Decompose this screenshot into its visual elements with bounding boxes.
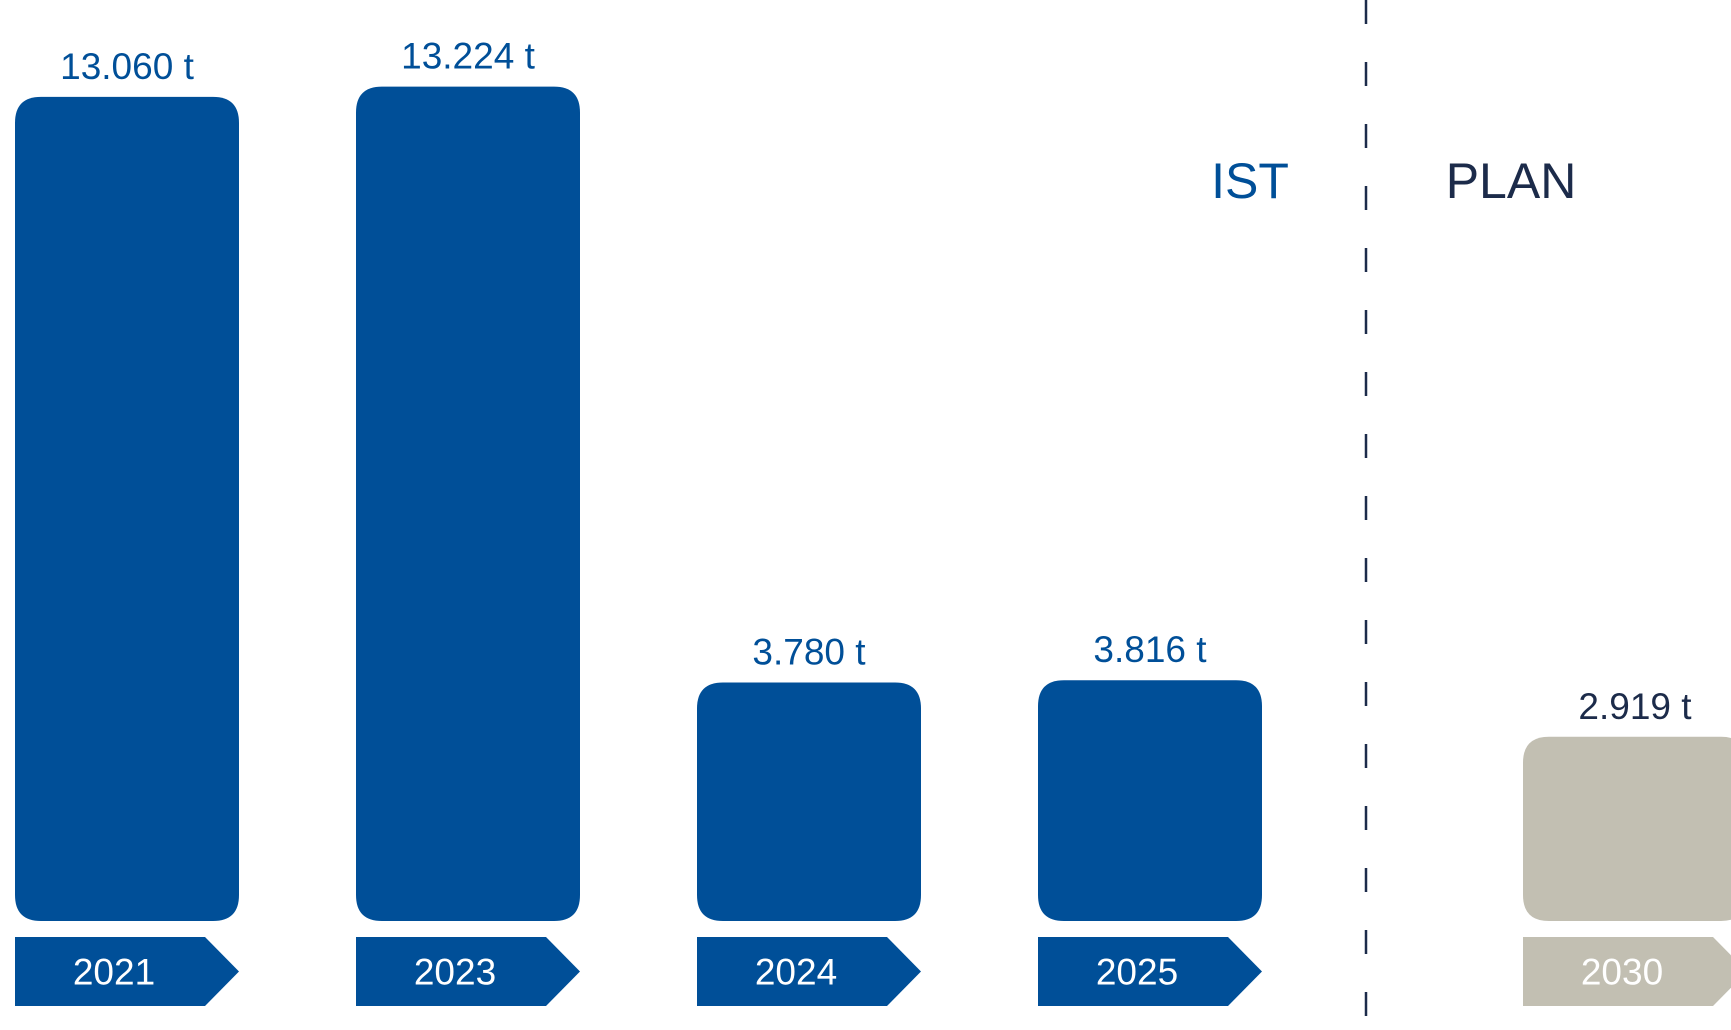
category-tag-2021	[15, 937, 239, 1006]
category-label-2030: 2030	[1581, 952, 1663, 993]
category-label-2025: 2025	[1096, 952, 1178, 993]
value-label-2021: 13.060 t	[60, 46, 194, 87]
section-label-ist: IST	[1211, 153, 1289, 209]
category-label-2024: 2024	[755, 952, 837, 993]
bars-layer	[15, 86, 1731, 921]
category-label-2023: 2023	[414, 952, 496, 993]
category-tag-2030	[1523, 937, 1731, 1006]
bar-2030	[1523, 736, 1731, 921]
category-tag-2024	[697, 937, 921, 1006]
value-label-2023: 13.224 t	[401, 36, 535, 77]
value-labels-layer: 13.060 t 13.224 t 3.780 t 3.816 t 2.919 t	[60, 36, 1692, 727]
category-tags-layer: 2021 2023 2024 2025 2030	[15, 937, 1731, 1006]
category-label-2021: 2021	[73, 952, 155, 993]
bar-2024	[697, 682, 921, 921]
value-label-2024: 3.780 t	[752, 631, 866, 672]
category-tag-2025	[1038, 937, 1262, 1006]
value-label-2030: 2.919 t	[1578, 686, 1692, 727]
bar-2021	[15, 96, 239, 921]
value-label-2025: 3.816 t	[1093, 629, 1207, 670]
category-tag-2023	[356, 937, 580, 1006]
section-label-plan: PLAN	[1446, 153, 1577, 209]
bar-2025	[1038, 680, 1262, 921]
bar-2023	[356, 86, 580, 921]
